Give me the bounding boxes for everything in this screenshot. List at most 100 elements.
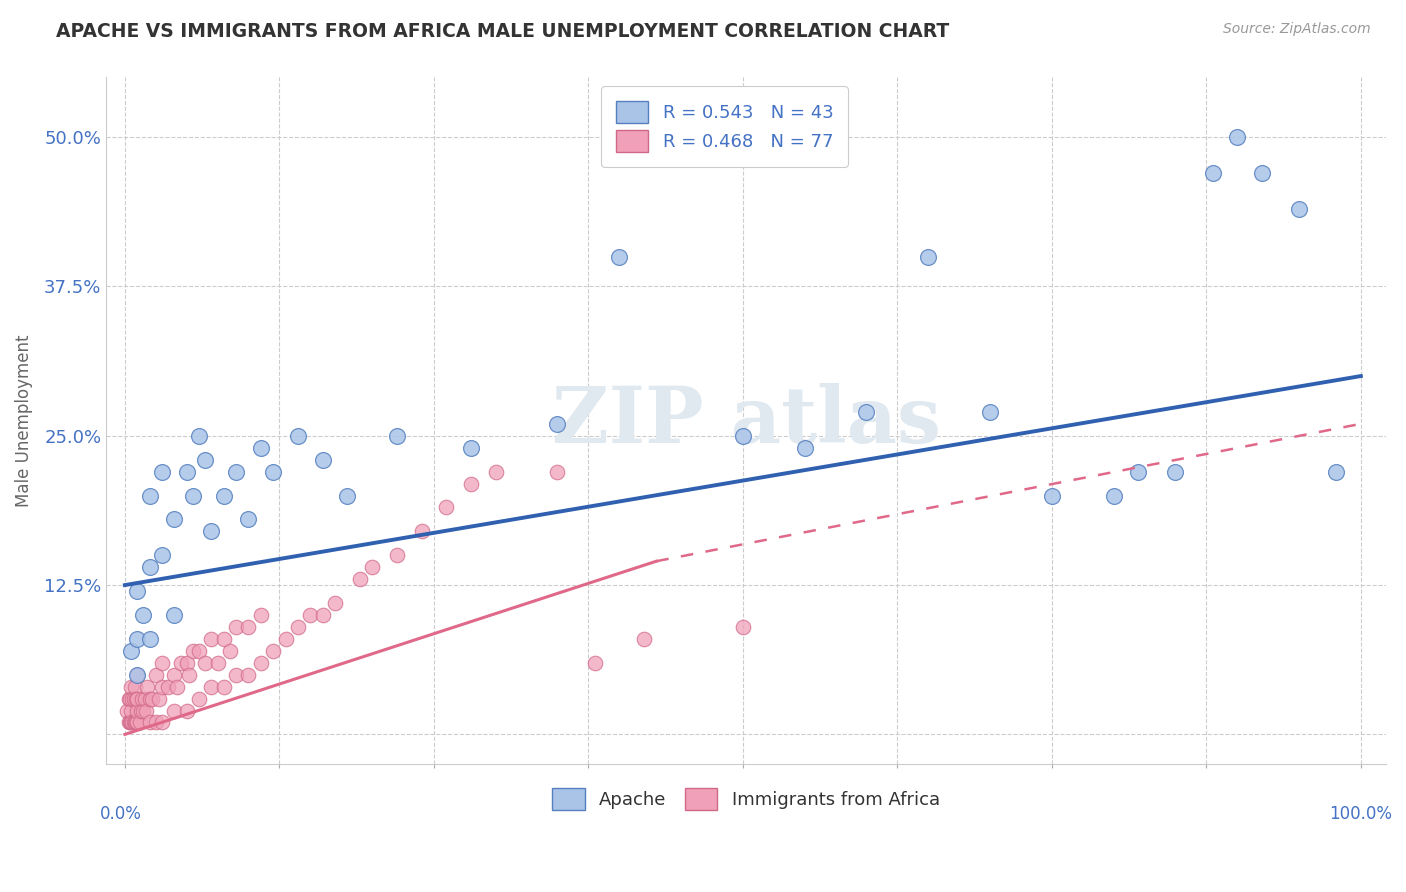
Point [1324,465,1347,479]
Point [121,691,143,706]
Text: Source: ZipAtlas.com: Source: ZipAtlas.com [1223,22,1371,37]
Point [163,512,186,526]
Point [262,644,284,658]
Point [238,667,260,681]
Point [134,691,156,706]
Point [311,452,333,467]
Y-axis label: Male Unemployment: Male Unemployment [15,334,32,508]
Point [188,429,211,443]
Point [124,715,146,730]
Point [131,691,153,706]
Point [138,489,160,503]
Point [194,656,217,670]
Point [169,656,191,670]
Point [1201,166,1223,180]
Point [361,560,384,574]
Point [145,715,167,730]
Point [117,704,139,718]
Point [120,715,142,730]
Point [485,465,508,479]
Point [1288,202,1310,216]
Point [731,429,754,443]
Point [163,607,186,622]
Point [979,405,1001,419]
Point [148,691,170,706]
Point [385,429,408,443]
Point [238,512,260,526]
Point [188,644,211,658]
Point [250,656,273,670]
Point [122,691,145,706]
Point [117,715,139,730]
Point [434,500,457,515]
Point [127,704,149,718]
Point [120,704,142,718]
Point [141,691,163,706]
Text: 0.0%: 0.0% [100,805,142,823]
Point [1040,489,1063,503]
Point [117,691,139,706]
Point [127,715,149,730]
Point [128,715,150,730]
Point [150,548,173,562]
Point [166,680,188,694]
Point [460,441,482,455]
Point [225,620,247,634]
Text: APACHE VS IMMIGRANTS FROM AFRICA MALE UNEMPLOYMENT CORRELATION CHART: APACHE VS IMMIGRANTS FROM AFRICA MALE UN… [56,22,949,41]
Point [546,417,568,431]
Point [207,656,229,670]
Point [127,667,149,681]
Point [200,524,222,539]
Point [163,667,186,681]
Point [138,715,160,730]
Point [181,644,204,658]
Point [1226,130,1249,145]
Point [179,667,201,681]
Point [127,667,149,681]
Point [323,596,346,610]
Point [212,632,235,646]
Point [274,632,297,646]
Point [120,680,142,694]
Text: ZIP atlas: ZIP atlas [551,383,941,458]
Point [176,656,198,670]
Point [633,632,655,646]
Point [793,441,815,455]
Point [181,489,204,503]
Point [460,476,482,491]
Point [127,691,149,706]
Point [118,715,141,730]
Point [583,656,606,670]
Point [176,704,198,718]
Point [311,607,333,622]
Point [349,572,371,586]
Point [546,465,568,479]
Point [1128,465,1150,479]
Point [385,548,408,562]
Point [1251,166,1274,180]
Point [225,465,247,479]
Point [136,680,159,694]
Text: 100.0%: 100.0% [1329,805,1392,823]
Point [219,644,242,658]
Point [855,405,877,419]
Point [262,465,284,479]
Point [127,632,149,646]
Point [138,691,160,706]
Point [138,632,160,646]
Point [200,632,222,646]
Point [124,680,146,694]
Point [135,704,157,718]
Point [150,715,173,730]
Point [287,620,309,634]
Point [250,441,273,455]
Point [125,715,148,730]
Point [200,680,222,694]
Point [150,465,173,479]
Point [150,656,173,670]
Legend: Apache, Immigrants from Africa: Apache, Immigrants from Africa [546,780,946,817]
Point [1164,465,1187,479]
Point [607,250,630,264]
Point [917,250,939,264]
Point [118,691,141,706]
